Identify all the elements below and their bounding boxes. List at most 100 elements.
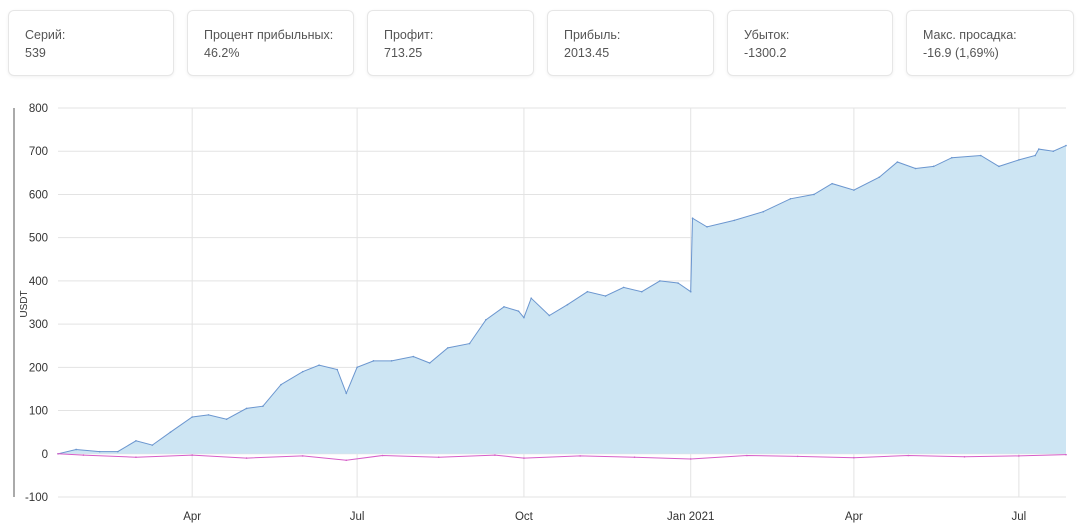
equity-point — [998, 165, 1000, 168]
drawdown-point — [57, 452, 59, 455]
stat-value: -1300.2 — [744, 46, 787, 60]
x-tick-label: Jul — [1012, 511, 1027, 523]
x-tick-label: Apr — [183, 511, 201, 523]
equity-point — [485, 318, 487, 321]
equity-point — [191, 416, 193, 418]
drawdown-point — [963, 456, 966, 458]
equity-point — [151, 444, 154, 446]
equity-point — [896, 161, 899, 163]
equity-point — [878, 176, 881, 178]
y-tick-label: 0 — [42, 449, 48, 461]
drawdown-point — [437, 456, 440, 459]
equity-point — [135, 440, 137, 442]
equity-point — [659, 280, 661, 282]
equity-point — [932, 165, 935, 168]
drawdown-point — [853, 456, 855, 459]
stat-card-win-rate: Процент прибыльных: 46.2% — [187, 10, 354, 76]
stat-label: Прибыль: — [564, 28, 621, 42]
equity-point — [169, 431, 172, 433]
equity-point — [356, 366, 358, 369]
equity-point — [530, 297, 532, 299]
stat-label: Убыток: — [744, 28, 790, 42]
equity-point — [117, 450, 119, 453]
equity-point — [914, 167, 917, 170]
equity-point — [622, 286, 625, 289]
equity-point — [428, 362, 431, 364]
equity-point — [640, 290, 643, 293]
x-tick-label: Oct — [515, 511, 534, 523]
stat-card-series: Серий: 539 — [8, 10, 174, 76]
drawdown-point — [746, 454, 748, 457]
equity-point — [468, 342, 471, 345]
drawdown-point — [633, 456, 636, 459]
equity-point — [813, 193, 815, 196]
equity-line — [57, 145, 1067, 455]
drawdown-point — [494, 454, 496, 456]
equity-point — [301, 370, 304, 373]
equity-chart: 800 700 600 500 400 300 200 100 0 -100 Apr Jul Oct Ja… — [13, 103, 1067, 523]
equity-point — [604, 295, 607, 297]
equity-point — [762, 210, 765, 213]
equity-point — [245, 407, 248, 410]
stat-value: 46.2% — [204, 46, 240, 60]
equity-point — [691, 217, 694, 220]
equity-point — [1065, 144, 1067, 147]
equity-point — [372, 360, 375, 362]
stat-label: Процент прибыльных: — [204, 28, 334, 42]
stat-card-profit: Профит: 713.25 — [367, 10, 534, 76]
equity-point — [225, 418, 228, 421]
equity-point — [677, 282, 679, 284]
equity-point — [1018, 159, 1020, 161]
equity-area — [58, 145, 1066, 454]
drawdown-point — [381, 454, 384, 457]
drawdown-point — [345, 459, 348, 462]
equity-point — [1052, 150, 1055, 153]
y-tick-label: 400 — [29, 276, 48, 288]
equity-point — [586, 290, 589, 293]
drawdown-point — [523, 457, 525, 459]
y-tick-label: 200 — [29, 362, 48, 374]
equity-point — [689, 290, 692, 293]
equity-point — [853, 189, 855, 191]
y-tick-label: 800 — [29, 103, 48, 115]
equity-point — [412, 355, 415, 358]
x-tick-label: Jan 2021 — [667, 511, 714, 523]
equity-point — [566, 303, 569, 306]
equity-point — [950, 156, 953, 159]
drawdown-point — [301, 455, 304, 457]
y-tick-label: 500 — [29, 233, 48, 245]
drawdown-point — [135, 456, 137, 459]
y-tick-label: 300 — [29, 319, 48, 331]
equity-point — [733, 219, 736, 222]
equity-point — [390, 360, 393, 362]
x-tick-label: Jul — [350, 511, 365, 523]
stat-card-max-drawdown: Макс. просадка: -16.9 (1,69%) — [906, 10, 1074, 76]
drawdown-line — [57, 453, 1067, 461]
plot-area — [57, 144, 1067, 462]
stat-value: 2013.45 — [564, 46, 610, 60]
equity-point — [262, 405, 264, 408]
equity-point — [336, 368, 338, 371]
drawdown-point — [82, 454, 85, 456]
stat-label: Профит: — [384, 28, 434, 42]
stat-value: 713.25 — [384, 46, 423, 60]
x-tick-label: Apr — [845, 511, 863, 523]
equity-point — [523, 316, 525, 319]
equity-point — [75, 448, 77, 451]
equity-point — [831, 182, 833, 185]
drawdown-point — [245, 457, 248, 459]
equity-point — [446, 347, 449, 349]
drawdown-point — [689, 458, 692, 460]
equity-point — [318, 364, 320, 366]
stat-value: 539 — [25, 46, 46, 60]
y-tick-label: 700 — [29, 146, 48, 158]
drawdown-point — [191, 454, 193, 456]
stat-label: Серий: — [25, 28, 66, 42]
equity-point — [98, 450, 101, 453]
y-tick-label: 600 — [29, 189, 48, 201]
equity-point — [280, 383, 282, 386]
axes: 800 700 600 500 400 300 200 100 0 -100 Apr Jul Oct Ja… — [13, 103, 1027, 523]
equity-point — [979, 154, 982, 157]
y-axis-label: USDT — [19, 290, 30, 317]
equity-point — [345, 392, 348, 395]
